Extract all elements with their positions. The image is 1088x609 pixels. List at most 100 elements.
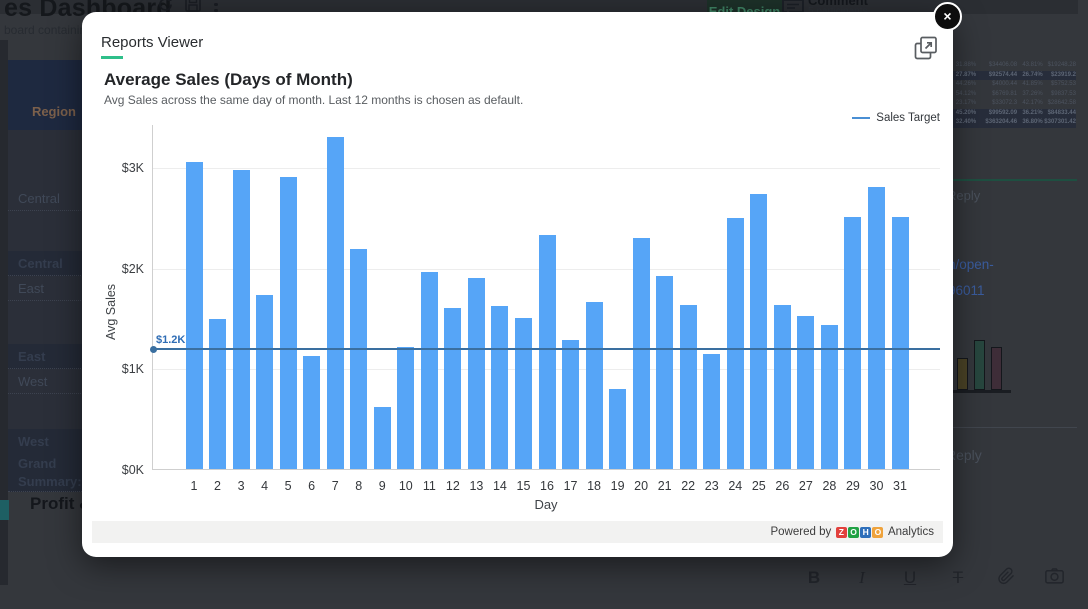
table-row[interactable]: Central [8,251,83,276]
modal-title: Reports Viewer [101,34,204,51]
stats-cell: 23.17% [955,100,977,106]
table-row[interactable]: Central [8,186,83,211]
region-pivot-table: Region Central Central East East West We… [8,60,84,492]
bar-day-18[interactable] [585,302,603,469]
stats-table-row: 45.20% $99592.09 36.21% $84833.44 [948,108,1076,118]
reply-link[interactable]: Reply [947,188,981,203]
bar-day-22[interactable] [679,305,697,469]
chart-legend[interactable]: Sales Target [852,112,940,124]
comment-link[interactable]: n/open- [948,257,994,272]
bar-day-4[interactable] [256,295,274,469]
bar-day-26[interactable] [773,305,791,469]
bar-day-14[interactable] [491,306,509,469]
comments-panel-title: Comment [808,0,868,8]
close-icon[interactable]: × [933,2,962,31]
app-header-bar [0,0,1078,14]
stats-cell: 42.17% [1022,100,1043,106]
chart-subtitle: Avg Sales across the same day of month. … [104,93,524,107]
stats-table-row: 31.88% $34406.08 43.81% $19248.28 [948,61,1076,71]
open-in-new-window-icon[interactable] [913,35,939,66]
mini-bar [957,358,968,390]
bar-day-25[interactable] [750,194,768,469]
bar-day-5[interactable] [279,177,297,469]
stats-cell: 41.85% [1022,81,1043,87]
italic-icon[interactable]: I [859,567,865,587]
bar-day-30[interactable] [867,187,885,469]
bar-day-20[interactable] [632,237,650,469]
target-value-label: $1.2K [156,334,186,347]
bar-day-9[interactable] [373,406,391,469]
modal-title-underline [101,56,123,59]
sales-target-line: $1.2K [150,334,940,353]
bar-day-2[interactable] [209,319,227,469]
x-tick-label: 24 [728,479,743,493]
bar-day-27[interactable] [797,316,815,469]
left-edge-strip [0,40,8,585]
strikethrough-icon[interactable]: T [952,567,964,587]
mini-bar-chart-thumbnail[interactable] [953,330,1013,393]
stats-cell: 43.81% [1022,62,1043,68]
bar-day-10[interactable] [397,347,415,469]
bar-day-1[interactable] [185,162,203,469]
bar-day-24[interactable] [726,217,744,469]
y-tick-label: $0K [121,463,144,477]
bar-day-16[interactable] [538,234,556,469]
bar-day-13[interactable] [467,277,485,469]
reports-viewer-modal: × Reports Viewer Average Sales (Days of … [82,2,962,557]
x-tick-label: 17 [563,479,578,493]
underline-icon[interactable]: U [903,567,917,587]
table-row[interactable]: West [8,429,83,454]
y-tick-label: $1K [121,362,144,377]
bar-day-7[interactable] [326,137,344,469]
zoho-letter-tile: O [848,526,859,538]
table-row[interactable]: East [8,344,83,369]
bar-day-8[interactable] [350,248,368,469]
bar-day-3[interactable] [232,170,250,469]
bar-day-23[interactable] [703,354,721,469]
zoho-logo[interactable]: Z O H O [835,526,884,538]
save-icon[interactable] [184,0,202,13]
zoho-letter-tile: O [872,526,884,538]
bar-day-17[interactable] [562,340,580,469]
stats-cell: $9837.53 [1050,90,1076,97]
bar-day-29[interactable] [844,216,862,469]
x-tick-label: 6 [308,479,316,493]
bar-day-11[interactable] [420,271,438,469]
stats-cell: 27.87% [955,71,977,78]
bar-day-21[interactable] [656,275,674,469]
legend-line-swatch [852,117,871,119]
table-row[interactable]: West [8,369,83,394]
stats-cell: $5752.53 [1050,81,1076,87]
y-tick-label: $2K [121,261,144,276]
x-tick-label: 19 [610,479,625,493]
bar-day-12[interactable] [444,308,462,469]
x-tick-label: 29 [845,479,860,493]
bold-icon[interactable]: B [807,567,821,587]
bar-day-31[interactable] [891,216,909,469]
stats-cell: 54.12% [955,90,977,97]
reply-link[interactable]: Reply [946,447,982,463]
dashboard-subtitle: board containing [4,23,93,37]
stats-cell: 36.80% [1022,119,1043,125]
refresh-icon[interactable] [156,0,175,14]
stats-cell: 37.26% [1022,90,1043,97]
stats-cell: $19248.28 [1047,62,1076,68]
bar-day-28[interactable] [820,325,838,469]
x-tick-label: 21 [657,479,672,493]
edit-design-button[interactable]: Edit Design [707,0,782,15]
x-tick-label: 2 [214,479,222,493]
table-row: Grand Summary: [8,452,82,492]
camera-icon[interactable] [1039,566,1069,590]
stats-cell: 44.26% [955,81,977,87]
mini-chart-axis [953,390,1011,393]
attachment-icon[interactable] [991,565,1021,590]
bar-day-15[interactable] [514,318,532,469]
table-row[interactable]: East [8,276,83,301]
x-tick-label: 22 [681,479,696,493]
profit-section-title: Profit & [30,494,92,513]
x-tick-label: 11 [422,479,436,493]
x-tick-label: 13 [469,479,484,493]
bar-day-6[interactable] [303,356,321,469]
comment-link[interactable]: 96011 [948,283,985,298]
bar-day-19[interactable] [609,388,627,469]
